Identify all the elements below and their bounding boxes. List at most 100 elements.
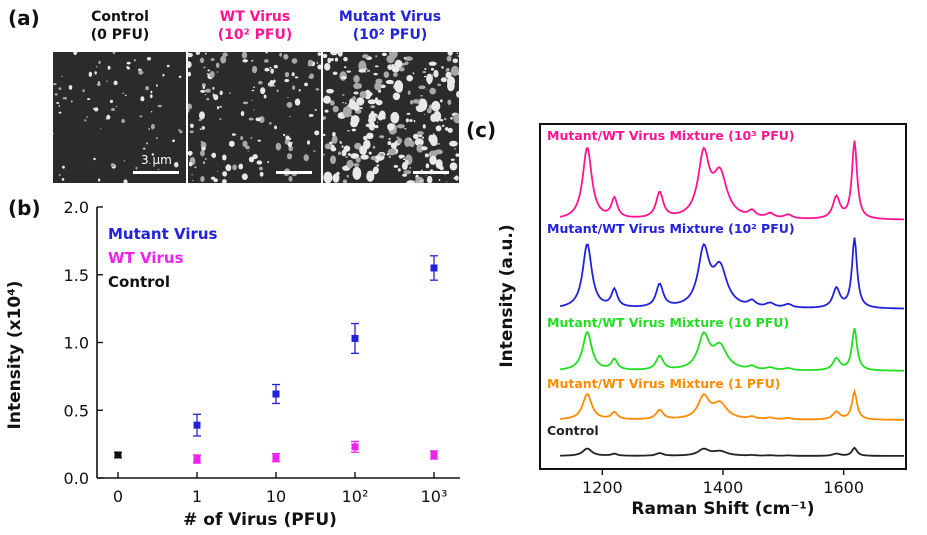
particle	[342, 179, 347, 183]
particle	[409, 140, 415, 148]
particle	[455, 153, 459, 157]
panel-label-a: (a)	[8, 6, 40, 30]
particle	[341, 145, 344, 148]
particle	[107, 65, 111, 70]
particle	[409, 167, 411, 169]
particle	[188, 52, 193, 58]
particle	[284, 78, 290, 83]
particle	[206, 98, 210, 101]
particle	[390, 111, 400, 124]
particle	[387, 148, 397, 156]
micrograph-wt-virus	[188, 52, 321, 183]
particle	[308, 76, 312, 79]
particle	[250, 136, 253, 139]
particle	[377, 114, 384, 121]
data-point	[272, 454, 280, 462]
particle	[258, 81, 263, 85]
particle	[426, 73, 433, 84]
particle	[332, 71, 338, 76]
particle	[356, 97, 365, 106]
particle	[207, 69, 211, 72]
particle	[263, 59, 269, 63]
particle	[353, 75, 360, 83]
particle	[359, 109, 361, 112]
particle	[406, 112, 411, 115]
particle	[350, 153, 360, 159]
particle	[431, 74, 434, 77]
particle	[440, 77, 447, 83]
particle	[222, 171, 228, 177]
particle	[353, 104, 360, 111]
particle	[365, 123, 374, 128]
data-point	[193, 421, 201, 429]
particle	[148, 127, 151, 131]
micrograph-title-line2: (10² PFU)	[217, 27, 293, 43]
y-tick-label: 1.5	[64, 266, 89, 285]
particle	[374, 97, 379, 102]
particle	[200, 89, 206, 93]
particle	[151, 153, 155, 156]
particle	[222, 154, 227, 161]
particle	[269, 70, 272, 72]
particle	[362, 54, 369, 59]
particle	[434, 149, 443, 155]
particle	[98, 60, 101, 65]
particle	[416, 144, 424, 153]
particle	[283, 53, 289, 60]
particle	[105, 117, 108, 120]
data-point	[430, 264, 438, 272]
particle	[53, 133, 54, 135]
particle	[188, 103, 193, 110]
particle	[259, 166, 263, 171]
particle	[422, 124, 426, 129]
particle	[427, 80, 431, 85]
particle	[294, 76, 299, 79]
particle	[84, 119, 87, 122]
particle	[314, 109, 318, 111]
particle	[430, 67, 435, 71]
spectrum-label: Mutant/WT Virus Mixture (1 PFU)	[547, 376, 780, 391]
particle	[424, 114, 426, 115]
particle	[304, 82, 308, 87]
particle	[433, 69, 439, 78]
particle	[97, 178, 101, 182]
particle	[368, 151, 372, 155]
intensity-vs-virus-chart: 0.0 0.5 1.0 1.5 2.0 0 1 10 10² 10³ Intensity (x10…	[5, 198, 460, 530]
particle	[229, 92, 231, 95]
particle	[291, 72, 295, 77]
particle	[241, 52, 248, 59]
micrograph-title-wt: WT Virus (10² PFU)	[190, 8, 320, 44]
particle	[446, 76, 456, 87]
particle	[425, 89, 428, 91]
particle	[58, 173, 61, 177]
particle	[388, 137, 391, 140]
particle	[216, 71, 219, 73]
data-point	[351, 334, 359, 342]
particle	[242, 101, 249, 105]
particle	[269, 80, 275, 87]
particle	[298, 89, 301, 92]
particle	[364, 67, 368, 70]
particle	[189, 130, 194, 134]
particle	[274, 125, 278, 130]
particle	[326, 88, 334, 94]
particle	[68, 85, 73, 90]
particle	[404, 61, 409, 65]
particle	[106, 80, 108, 82]
particle	[201, 146, 206, 151]
particle	[350, 115, 360, 125]
particle	[273, 85, 276, 87]
particle	[251, 59, 254, 62]
micrograph-title-mutant: Mutant Virus (10² PFU)	[322, 8, 458, 44]
particle	[219, 90, 223, 96]
particle	[202, 85, 205, 90]
data-point	[351, 443, 359, 451]
particle	[109, 99, 114, 104]
particle	[82, 89, 85, 93]
particle	[415, 176, 423, 181]
particle	[267, 160, 269, 164]
particle	[376, 155, 384, 161]
particle	[308, 114, 314, 117]
particle	[200, 150, 205, 157]
x-tick-label: 1400	[703, 478, 744, 497]
